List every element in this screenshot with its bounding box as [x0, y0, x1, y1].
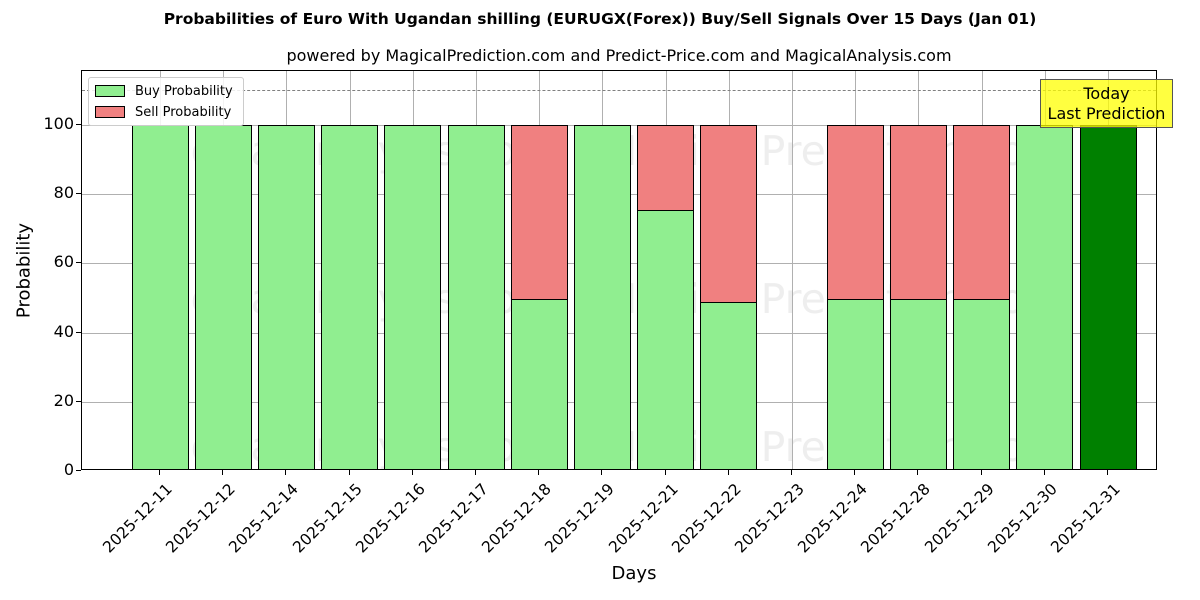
x-tick-mark — [348, 470, 350, 475]
sell-swatch-icon — [95, 106, 125, 118]
bar-sell — [953, 125, 1011, 301]
x-tick-mark — [854, 470, 856, 475]
annotation-line-2: Last Prediction — [1047, 104, 1166, 123]
bar-buy — [384, 125, 442, 469]
chart-legend: Buy Probability Sell Probability — [88, 77, 244, 126]
bar-sell — [700, 125, 758, 304]
bar-buy — [510, 299, 568, 469]
bar-sell — [889, 125, 947, 301]
grid-line-vertical — [792, 71, 793, 469]
y-tick-label: 40 — [53, 321, 74, 341]
y-tick-mark — [76, 124, 81, 125]
buy-swatch-icon — [95, 85, 125, 97]
x-tick-mark — [664, 470, 666, 475]
y-tick-label: 80 — [53, 183, 74, 203]
chart-subtitle: powered by MagicalPrediction.com and Pre… — [286, 46, 952, 65]
bar-buy — [447, 125, 505, 469]
x-tick-mark — [980, 470, 982, 475]
bar-buy — [637, 210, 695, 469]
annotation-line-1: Today — [1083, 84, 1130, 103]
legend-sell-label: Sell Probability — [135, 104, 232, 120]
y-tick-label: 0 — [63, 460, 74, 479]
x-tick-mark — [727, 470, 729, 475]
x-tick-mark — [475, 470, 476, 475]
x-tick-mark — [159, 470, 160, 475]
y-tick-mark — [76, 470, 81, 471]
x-tick-mark — [917, 470, 919, 475]
reference-line — [82, 90, 1156, 92]
x-axis-label: Days — [611, 563, 657, 584]
bar-buy — [131, 125, 189, 469]
x-tick-mark — [222, 470, 224, 475]
x-tick-mark — [1107, 470, 1108, 475]
bar-buy — [194, 125, 252, 469]
chart-title: Probabilities of Euro With Ugandan shill… — [163, 10, 1037, 28]
bar-buy — [321, 125, 379, 469]
y-tick-mark — [76, 331, 81, 333]
y-tick-label: 60 — [53, 252, 74, 272]
bar-buy — [573, 125, 631, 469]
x-tick-mark — [601, 470, 603, 475]
legend-buy-label: Buy Probability — [135, 83, 233, 99]
y-tick-mark — [76, 262, 81, 264]
bar-buy — [1016, 125, 1074, 469]
x-tick-mark — [1043, 470, 1045, 475]
x-tick-mark — [285, 470, 287, 475]
bar-sell — [637, 125, 695, 212]
y-tick-mark — [76, 193, 81, 195]
bar-buy — [889, 299, 947, 469]
x-tick-mark — [538, 470, 540, 475]
today-annotation: Today Last Prediction — [1040, 79, 1173, 128]
plot-area: MagicalAnalysis.com Magica Prediction.co… — [81, 70, 1157, 470]
bar-buy — [257, 125, 315, 469]
y-tick-label: 100 — [43, 114, 74, 133]
y-tick-label: 20 — [53, 390, 74, 410]
bar-buy — [826, 299, 884, 469]
y-tick-mark — [76, 400, 81, 402]
x-tick-mark — [411, 470, 413, 475]
legend-item-buy: Buy Probability — [95, 83, 233, 99]
bar-buy — [700, 302, 758, 469]
x-tick-mark — [791, 470, 792, 475]
bar-today-buy — [1079, 125, 1137, 469]
legend-item-sell: Sell Probability — [95, 104, 231, 120]
bar-buy — [953, 299, 1011, 469]
bar-sell — [510, 125, 568, 301]
bar-sell — [826, 125, 884, 301]
